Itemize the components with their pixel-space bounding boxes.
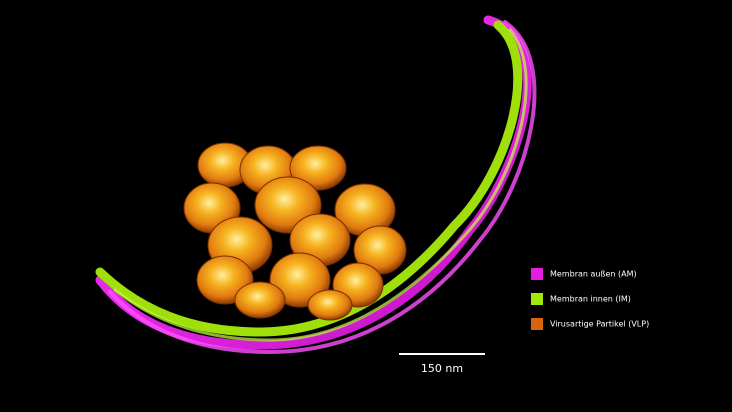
legend-swatch xyxy=(531,293,543,305)
scale-bar: 150 nm xyxy=(399,353,485,375)
scale-bar-label: 150 nm xyxy=(421,362,463,375)
legend-label: Membran außen (AM) xyxy=(550,270,637,279)
legend: Membran außen (AM) Membran innen (IM) Vi… xyxy=(531,268,649,330)
virus-like-particles xyxy=(183,142,407,321)
legend-swatch xyxy=(531,318,543,330)
legend-label: Membran innen (IM) xyxy=(550,295,631,304)
legend-swatch xyxy=(531,268,543,280)
legend-label: Virusartige Partikel (VLP) xyxy=(550,320,649,329)
